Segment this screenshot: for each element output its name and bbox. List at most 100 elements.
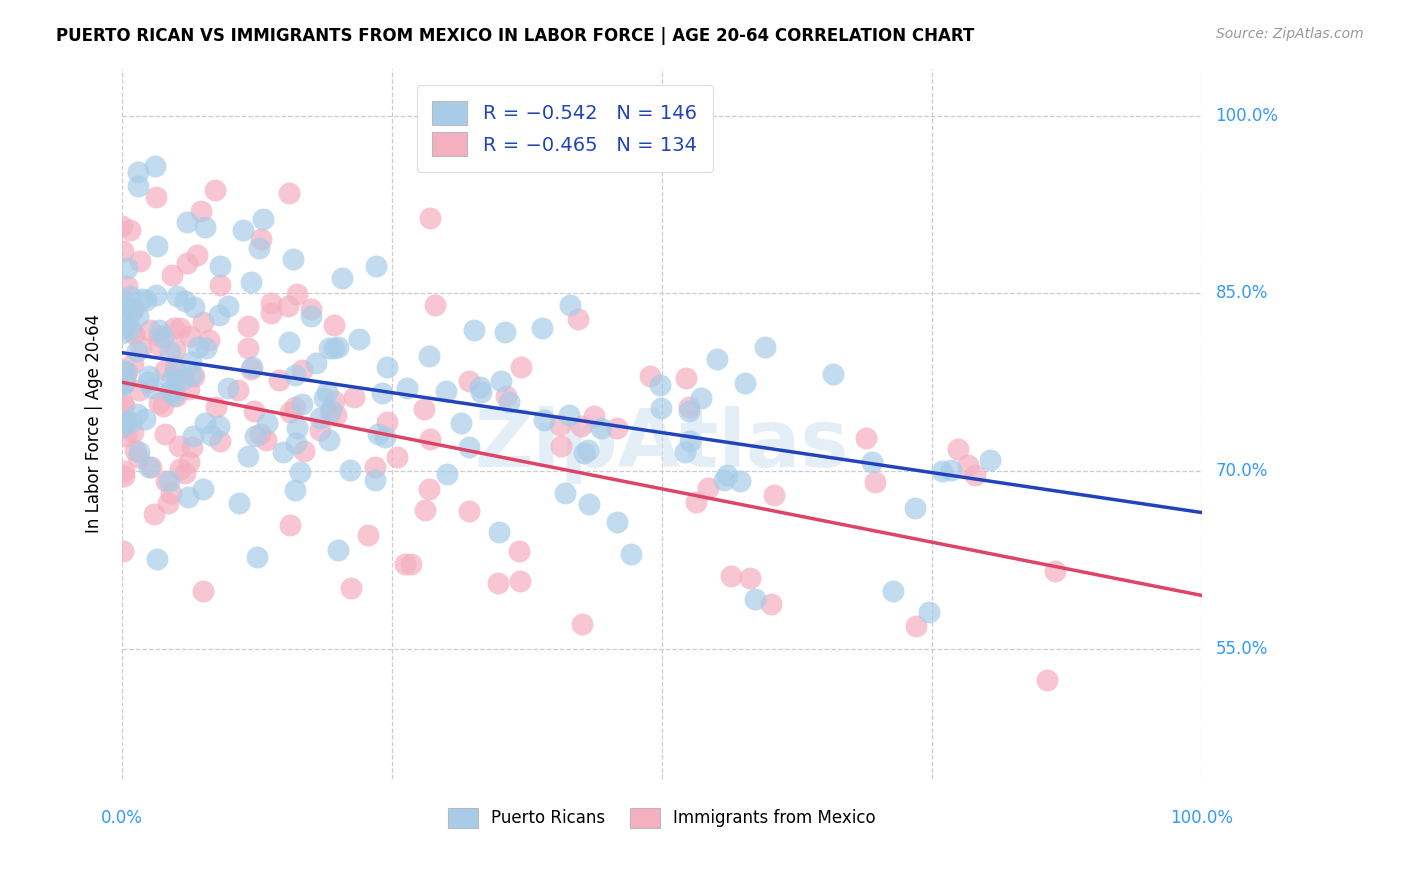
Point	[965, 468, 987, 483]
Point	[957, 458, 980, 472]
Point	[278, 518, 301, 533]
Point	[638, 369, 661, 384]
Point	[159, 345, 181, 359]
Point	[689, 391, 711, 405]
Point	[112, 244, 135, 259]
Point	[111, 419, 134, 434]
Point	[531, 320, 554, 334]
Point	[281, 252, 304, 266]
Point	[111, 326, 134, 341]
Point	[159, 373, 181, 387]
Point	[728, 474, 751, 488]
Point	[377, 415, 399, 429]
Point	[458, 504, 481, 518]
Point	[574, 446, 596, 460]
Point	[114, 374, 136, 388]
Point	[127, 450, 149, 464]
Point	[111, 219, 134, 234]
Point	[260, 306, 283, 320]
Point	[284, 368, 307, 382]
Point	[177, 382, 200, 396]
Point	[169, 320, 191, 334]
Point	[343, 391, 366, 405]
Point	[208, 259, 231, 273]
Point	[558, 298, 581, 312]
Point	[364, 474, 387, 488]
Point	[111, 292, 134, 306]
Point	[318, 341, 340, 355]
Point	[375, 359, 398, 374]
Point	[495, 389, 517, 403]
Point	[115, 317, 138, 331]
Point	[236, 449, 259, 463]
Point	[319, 405, 342, 419]
Legend: Puerto Ricans, Immigrants from Mexico: Puerto Ricans, Immigrants from Mexico	[441, 801, 883, 835]
Point	[309, 423, 332, 437]
Point	[111, 376, 134, 390]
Point	[979, 453, 1001, 467]
Point	[322, 318, 344, 332]
Point	[112, 464, 135, 478]
Point	[533, 413, 555, 427]
Point	[236, 341, 259, 355]
Point	[285, 421, 308, 435]
Point	[243, 429, 266, 443]
Point	[167, 440, 190, 454]
Point	[371, 386, 394, 401]
Point	[205, 401, 228, 415]
Point	[127, 408, 149, 422]
Point	[236, 319, 259, 334]
Point	[571, 617, 593, 632]
Point	[278, 334, 301, 349]
Point	[591, 420, 613, 434]
Point	[387, 450, 409, 464]
Point	[134, 412, 156, 426]
Point	[152, 330, 174, 344]
Point	[347, 332, 370, 346]
Point	[413, 401, 436, 416]
Point	[252, 211, 274, 226]
Point	[450, 416, 472, 430]
Point	[209, 434, 232, 449]
Point	[706, 352, 728, 367]
Point	[111, 377, 134, 392]
Point	[821, 367, 844, 381]
Point	[121, 304, 143, 318]
Point	[112, 376, 135, 391]
Point	[463, 323, 485, 337]
Point	[166, 289, 188, 303]
Point	[325, 408, 347, 422]
Point	[157, 474, 180, 488]
Point	[394, 558, 416, 572]
Point	[208, 277, 231, 292]
Point	[905, 619, 928, 633]
Point	[291, 396, 314, 410]
Point	[716, 468, 738, 483]
Point	[174, 467, 197, 481]
Point	[122, 425, 145, 439]
Point	[194, 416, 217, 430]
Point	[299, 309, 322, 323]
Point	[208, 308, 231, 322]
Point	[111, 315, 134, 329]
Point	[127, 178, 149, 193]
Point	[419, 432, 441, 446]
Point	[734, 376, 756, 390]
Point	[114, 365, 136, 379]
Point	[153, 363, 176, 377]
Point	[256, 416, 278, 430]
Point	[115, 365, 138, 379]
Point	[138, 459, 160, 474]
Point	[159, 384, 181, 398]
Point	[299, 301, 322, 316]
Point	[217, 300, 239, 314]
Point	[357, 528, 380, 542]
Point	[569, 419, 592, 434]
Point	[165, 360, 187, 375]
Point	[177, 490, 200, 504]
Point	[217, 381, 239, 395]
Point	[304, 356, 326, 370]
Point	[558, 408, 581, 422]
Point	[419, 211, 441, 225]
Point	[240, 359, 263, 374]
